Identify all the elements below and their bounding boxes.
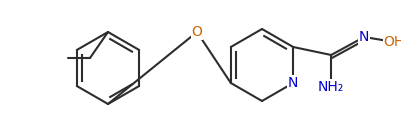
Text: OH: OH	[383, 35, 401, 49]
Text: O: O	[192, 25, 203, 39]
Text: N: N	[288, 76, 298, 90]
Text: N: N	[359, 30, 369, 44]
Text: NH₂: NH₂	[318, 80, 344, 94]
